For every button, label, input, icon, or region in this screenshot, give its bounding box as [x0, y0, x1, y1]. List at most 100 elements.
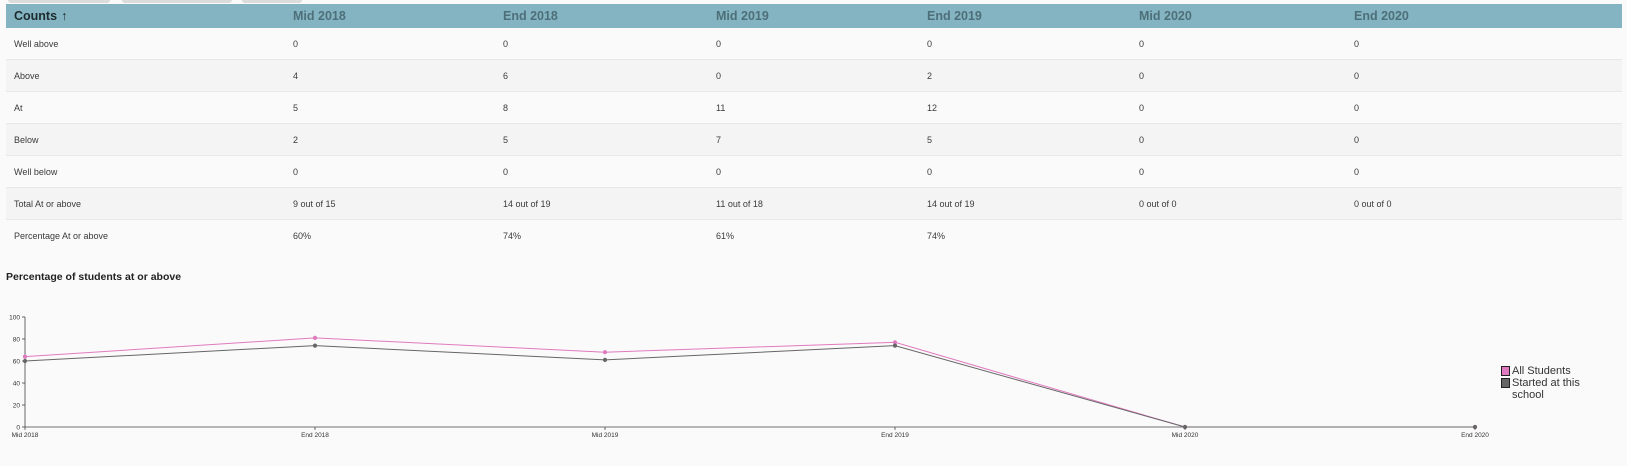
table-cell: 0 — [709, 28, 920, 60]
column-header[interactable]: End 2018 — [503, 9, 558, 23]
table-cell: 8 — [496, 91, 709, 124]
table-cell: 5 — [920, 123, 1132, 156]
data-point — [312, 343, 318, 348]
table-cell: 61% — [716, 230, 735, 241]
data-point — [1182, 424, 1188, 430]
counts-table: Counts ↑ Mid 2018 End 2018 Mid 2019 End 2… — [6, 4, 1622, 251]
row-label: At — [6, 91, 286, 124]
table-cell: 2 — [920, 59, 1132, 92]
table-cell — [1132, 220, 1347, 252]
data-point — [22, 354, 28, 359]
table-row: Below 2 5 7 5 0 0 — [6, 123, 1622, 156]
table-cell: 0 — [1347, 91, 1622, 124]
y-tick-label: 20 — [13, 403, 21, 410]
data-point — [1472, 424, 1478, 430]
tab-stub[interactable] — [122, 0, 232, 3]
table-cell: 5 — [496, 123, 709, 156]
legend-swatch — [1501, 366, 1510, 376]
chart-title: Percentage of students at or above — [6, 271, 182, 283]
legend-item-started-at-this-school[interactable]: Started at this school — [1501, 377, 1611, 401]
table-cell: 74% — [503, 230, 522, 241]
table-row: Percentage At or above 60% 74% 61% 74% — [6, 219, 1622, 252]
series-line — [24, 337, 1475, 428]
data-point — [312, 335, 318, 340]
column-header[interactable]: Mid 2020 — [1139, 9, 1192, 23]
row-label: Total At or above — [6, 187, 286, 220]
counts-column-header[interactable]: Counts ↑ — [6, 4, 286, 28]
y-axis: 0 20 40 60 80 100 — [9, 315, 26, 432]
table-cell: 0 — [496, 155, 709, 188]
tab-stub[interactable] — [8, 0, 110, 3]
data-point — [22, 358, 28, 364]
table-cell: 0 — [1132, 59, 1347, 92]
row-label: Well above — [6, 28, 286, 60]
data-point — [602, 357, 608, 362]
table-cell: 0 — [1347, 123, 1622, 156]
table-cell: 7 — [709, 123, 920, 156]
y-tick-label: 40 — [13, 381, 21, 388]
x-tick-label: End 2020 — [1461, 432, 1489, 439]
table-row: Total At or above 9 out of 15 14 out of … — [6, 187, 1622, 220]
data-point — [892, 343, 898, 348]
table-cell: 2 — [286, 123, 496, 156]
table-cell: 60% — [293, 230, 312, 241]
table-cell: 5 — [286, 91, 496, 124]
series-line — [24, 345, 1475, 428]
legend-item-all-students[interactable]: All Students — [1501, 365, 1611, 377]
table-cell: 0 out of 0 — [1132, 187, 1347, 220]
counts-header-label: Counts — [14, 9, 58, 23]
column-header[interactable]: End 2019 — [927, 9, 982, 23]
table-cell: 74% — [927, 230, 946, 241]
column-header[interactable]: Mid 2019 — [716, 9, 769, 23]
table-cell: 0 — [496, 28, 709, 60]
table-header-row: Counts ↑ Mid 2018 End 2018 Mid 2019 End 2… — [6, 4, 1622, 28]
table-cell: 11 out of 18 — [709, 187, 920, 220]
row-label: Well below — [6, 155, 286, 188]
table-cell: 0 — [920, 28, 1132, 60]
table-cell: 9 out of 15 — [286, 187, 496, 220]
column-header[interactable]: End 2020 — [1354, 9, 1409, 23]
chart-legend: All Students Started at this school — [1501, 365, 1611, 401]
table-cell: 0 — [286, 155, 496, 188]
x-axis: Mid 2018 End 2018 Mid 2019 End 2019 Mid 2020… — [12, 426, 1489, 439]
table-cell: 0 — [709, 155, 920, 188]
table-cell: 0 — [1132, 91, 1347, 124]
x-tick-label: End 2018 — [301, 432, 329, 439]
row-label: Percentage At or above — [14, 230, 109, 241]
row-label: Below — [6, 123, 286, 156]
table-cell: 0 — [920, 155, 1132, 188]
row-label: Above — [6, 59, 286, 92]
table-row: At 5 8 11 12 0 0 — [6, 91, 1622, 124]
series-layer — [22, 335, 1478, 430]
y-tick-label: 100 — [9, 315, 20, 322]
table-cell: 14 out of 19 — [920, 187, 1132, 220]
table-cell: 6 — [496, 59, 709, 92]
sort-ascending-icon: ↑ — [61, 9, 68, 23]
table-cell: 0 — [286, 28, 496, 60]
table-cell: 0 — [1347, 59, 1622, 92]
table-row: Well above 0 0 0 0 0 0 — [6, 28, 1622, 60]
tab-stub[interactable] — [242, 0, 302, 3]
x-tick-label: End 2019 — [881, 432, 909, 439]
legend-swatch — [1501, 378, 1510, 388]
table-cell: 0 — [709, 59, 920, 92]
x-tick-label: Mid 2018 — [12, 432, 39, 439]
column-header[interactable]: Mid 2018 — [293, 9, 346, 23]
y-tick-label: 60 — [13, 359, 21, 366]
table-cell: 11 — [709, 91, 920, 124]
data-point — [602, 350, 608, 355]
y-tick-label: 80 — [13, 337, 21, 344]
table-cell: 0 — [1347, 28, 1622, 60]
table-cell: 0 out of 0 — [1347, 187, 1622, 220]
table-cell: 0 — [1347, 155, 1622, 188]
legend-label: Started at this school — [1512, 377, 1580, 401]
data-point — [892, 340, 898, 345]
table-row: Well below 0 0 0 0 0 0 — [6, 155, 1622, 188]
table-cell: 0 — [1132, 123, 1347, 156]
table-cell: 0 — [1132, 28, 1347, 60]
legend-label: All Students — [1512, 365, 1571, 377]
top-tabs — [8, 0, 328, 4]
x-tick-label: Mid 2020 — [1172, 432, 1199, 439]
table-cell: 4 — [286, 59, 496, 92]
y-tick-label: 0 — [16, 425, 20, 432]
